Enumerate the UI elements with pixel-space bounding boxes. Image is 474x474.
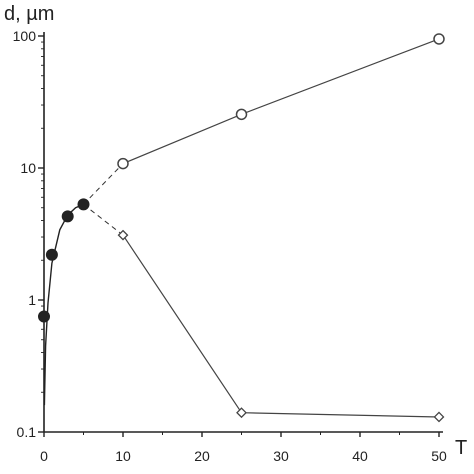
- series-line-3: [122, 234, 440, 418]
- y-tick-label-100: 100: [13, 28, 37, 44]
- open-diamond-point: [236, 407, 247, 419]
- x-tick-label-40: 40: [352, 448, 368, 464]
- open-circle-point: [235, 108, 248, 121]
- tick-labels: 0 10 20 30 40 50 0.1 1 10 100: [13, 28, 447, 464]
- filled-circle-point: [77, 198, 90, 211]
- x-tick-label-30: 30: [273, 448, 289, 464]
- fit-curve: [43, 203, 84, 406]
- y-tick-label-1: 1: [28, 292, 36, 308]
- open-circle-point: [433, 33, 445, 45]
- filled-circle-point: [38, 310, 50, 323]
- dashed-connector-1: [83, 163, 124, 205]
- open-diamond-point: [433, 411, 445, 423]
- series-line-2: [122, 38, 440, 165]
- x-tick-label-50: 50: [431, 448, 447, 464]
- y-tick-label-0.1: 0.1: [17, 424, 37, 440]
- open-diamond-point: [117, 229, 129, 241]
- x-axis-label: T: [455, 437, 467, 459]
- axes: [43, 32, 443, 433]
- dashed-connector-2: [83, 204, 124, 236]
- data-markers: [38, 33, 445, 423]
- x-tick-label-10: 10: [115, 448, 131, 464]
- y-tick-label-10: 10: [20, 160, 36, 176]
- tick-marks: [38, 35, 440, 437]
- x-tick-label-20: 20: [194, 448, 210, 464]
- open-circle-point: [117, 157, 129, 170]
- y-axis-label: d, µm: [4, 3, 54, 25]
- filled-circle-point: [61, 210, 74, 223]
- x-tick-label-0: 0: [40, 448, 48, 464]
- filled-circle-point: [45, 248, 58, 261]
- series-lines: [43, 38, 440, 418]
